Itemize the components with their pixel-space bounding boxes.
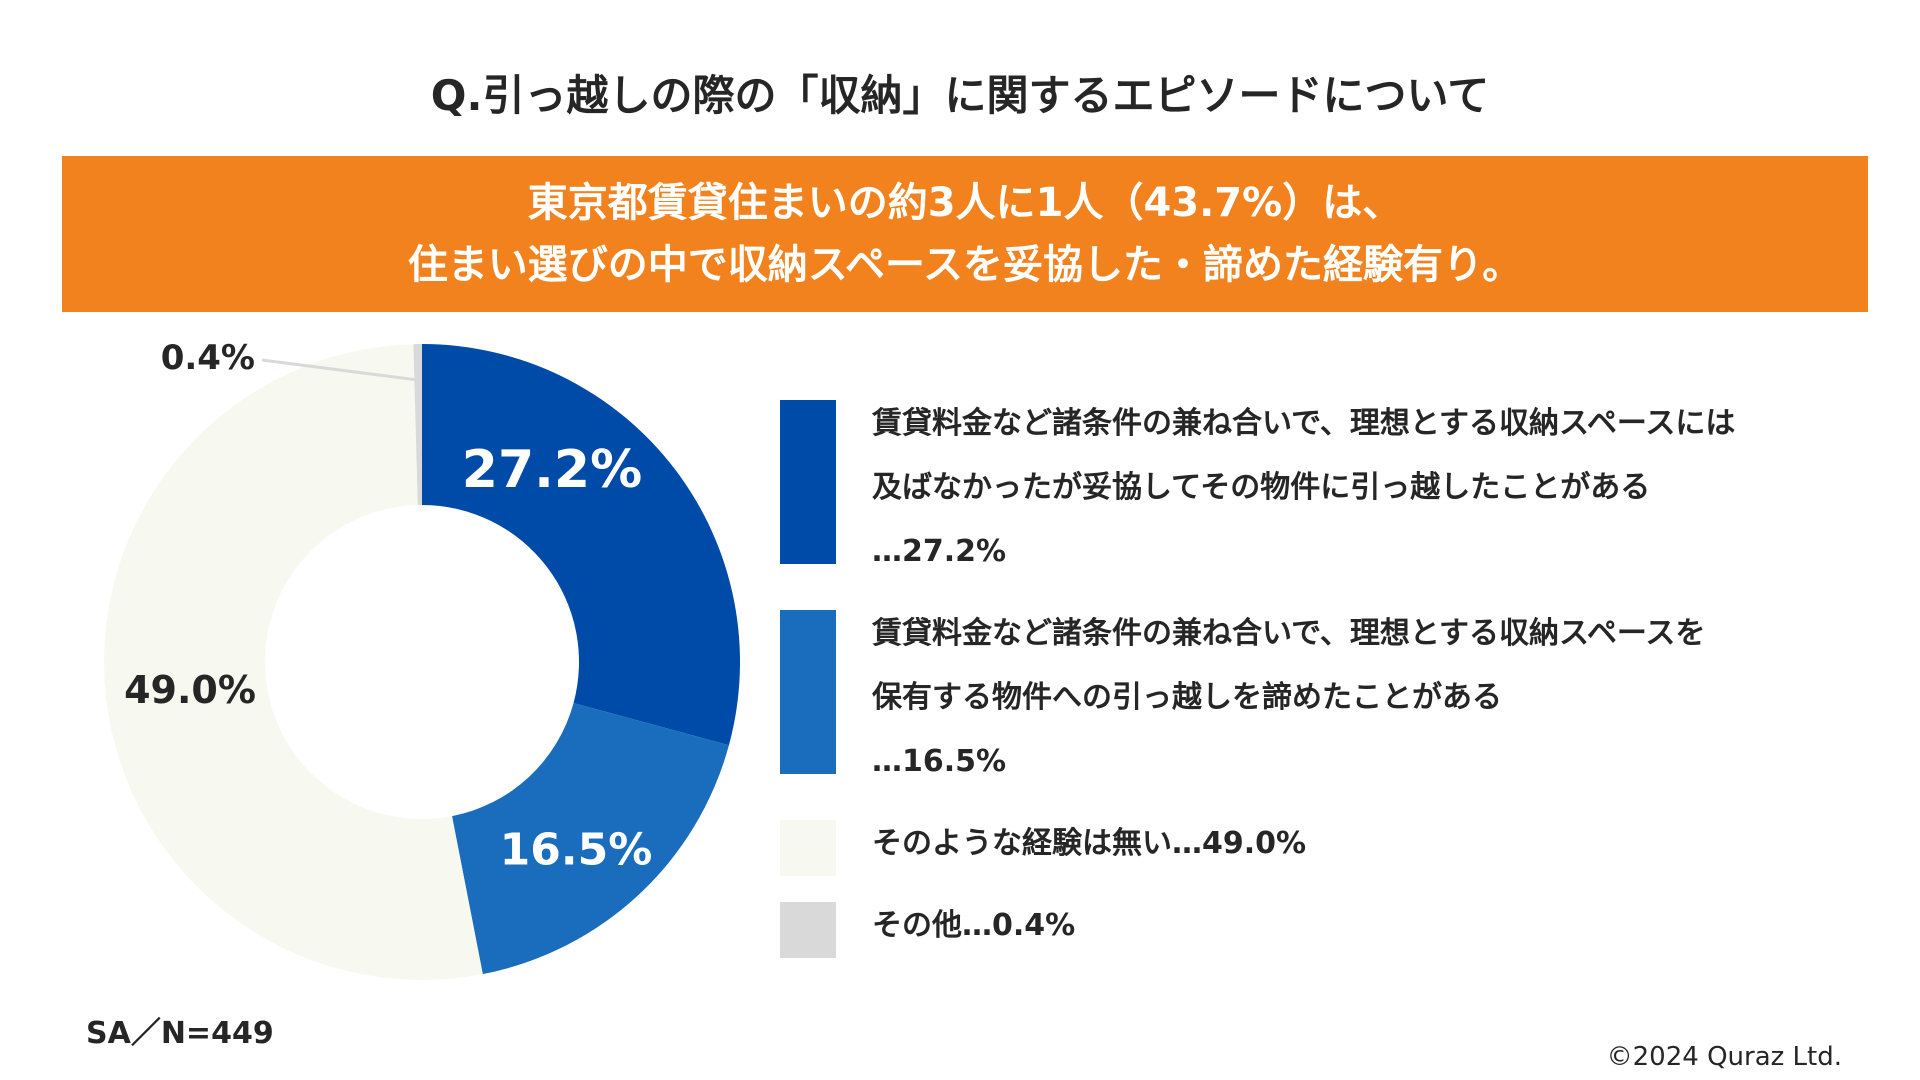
slice-label-gave-up: 16.5% (500, 825, 653, 876)
headline-banner: 東京都賃貸住まいの約3人に1人（43.7%）は、 住まい選びの中で収納スペースを… (62, 156, 1868, 312)
slice-compromised (422, 344, 740, 746)
slice-gave-up (452, 703, 729, 975)
banner-line-1: 東京都賃貸住まいの約3人に1人（43.7%）は、 (527, 180, 1403, 226)
legend-swatch (780, 820, 836, 876)
legend-swatch (780, 400, 836, 564)
legend-label: 賃貸料金など諸条件の兼ね合いで、理想とする収納スペースを 保有する物件への引っ越… (872, 616, 1706, 779)
slice-other (413, 344, 422, 506)
leader-line-other (261, 358, 418, 382)
slice-label-compromised: 27.2% (462, 440, 642, 500)
legend-label: 賃貸料金など諸条件の兼ね合いで、理想とする収納スペースには 及ばなかったが妥協し… (872, 406, 1736, 569)
copyright-text: ©2024 Quraz Ltd. (1606, 1042, 1842, 1072)
legend-swatch (780, 610, 836, 774)
sample-size-note: SA／N=449 (86, 1016, 274, 1051)
slice-label-other: 0.4% (161, 338, 255, 378)
legend-item-no-experience: そのような経験は無い…49.0% (780, 820, 1880, 876)
legend-item-other: その他…0.4% (780, 902, 1880, 958)
slice-label-no-experience: 49.0% (124, 668, 256, 712)
slice-no-experience (103, 344, 483, 981)
chart-legend: 賃貸料金など諸条件の兼ね合いで、理想とする収納スペースには 及ばなかったが妥協し… (780, 400, 1880, 984)
question-title: Q.引っ越しの際の「収納」に関するエピソードについて (430, 71, 1490, 120)
legend-item-compromised: 賃貸料金など諸条件の兼ね合いで、理想とする収納スペースには 及ばなかったが妥協し… (780, 400, 1880, 584)
legend-label: そのような経験は無い…49.0% (872, 826, 1307, 861)
legend-item-gave-up: 賃貸料金など諸条件の兼ね合いで、理想とする収納スペースを 保有する物件への引っ越… (780, 610, 1880, 794)
donut-chart: 27.2% 16.5% 49.0% 0.4% (103, 338, 740, 981)
legend-swatch (780, 902, 836, 958)
banner-line-2: 住まい選びの中で収納スペースを妥協した・諦めた経験有り。 (407, 242, 1523, 288)
legend-label: その他…0.4% (872, 908, 1076, 943)
